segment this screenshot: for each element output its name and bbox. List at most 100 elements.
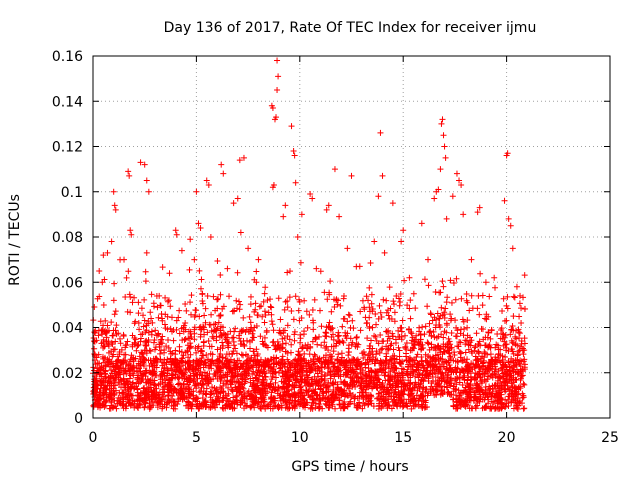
data-point xyxy=(245,367,252,374)
data-point xyxy=(295,307,302,314)
data-point xyxy=(136,397,143,404)
data-point xyxy=(504,371,511,378)
data-point xyxy=(510,293,517,300)
data-point xyxy=(356,399,363,406)
data-point xyxy=(429,364,436,371)
data-point xyxy=(408,405,415,412)
data-point xyxy=(438,120,445,127)
data-point xyxy=(360,354,367,361)
y-tick-label: 0.12 xyxy=(52,140,83,156)
data-point xyxy=(192,396,199,403)
data-point xyxy=(515,400,521,407)
data-point xyxy=(393,292,400,299)
data-point xyxy=(421,276,428,283)
data-point xyxy=(135,299,142,306)
data-point xyxy=(253,398,260,405)
data-point xyxy=(327,371,334,378)
data-point xyxy=(340,390,347,397)
data-point xyxy=(260,368,267,375)
data-point xyxy=(298,366,305,373)
data-point xyxy=(323,402,330,409)
data-point xyxy=(132,336,139,343)
data-point xyxy=(371,238,378,245)
data-point xyxy=(511,294,518,301)
data-point xyxy=(295,348,302,355)
data-point xyxy=(125,378,132,385)
data-point xyxy=(389,353,396,360)
data-point xyxy=(120,357,127,364)
data-point xyxy=(325,360,332,367)
data-point xyxy=(476,204,483,211)
data-point xyxy=(147,309,154,316)
data-point xyxy=(212,307,219,314)
data-point xyxy=(460,211,467,218)
data-point xyxy=(244,362,251,369)
data-point xyxy=(162,325,169,332)
data-point xyxy=(191,382,198,389)
data-point xyxy=(451,349,458,356)
data-point xyxy=(152,344,159,351)
data-point xyxy=(298,386,305,393)
data-point xyxy=(217,375,224,382)
data-point xyxy=(287,393,294,400)
data-point xyxy=(286,336,293,343)
data-point xyxy=(391,318,398,325)
data-point xyxy=(477,342,484,349)
data-point xyxy=(215,394,222,401)
data-point xyxy=(516,383,523,390)
data-point xyxy=(377,309,384,316)
data-point xyxy=(321,339,328,346)
data-point xyxy=(465,367,472,374)
data-point xyxy=(267,405,274,412)
data-point xyxy=(180,328,187,335)
data-point xyxy=(355,374,362,381)
data-point xyxy=(182,300,189,307)
data-point xyxy=(489,357,496,364)
data-point xyxy=(247,375,254,382)
data-point xyxy=(147,348,154,355)
data-point xyxy=(113,372,120,379)
data-point xyxy=(500,342,507,349)
data-point xyxy=(124,338,131,345)
data-point xyxy=(288,386,295,393)
data-point xyxy=(260,394,267,401)
data-point xyxy=(233,350,240,357)
data-point xyxy=(142,379,149,386)
data-point xyxy=(258,382,265,389)
data-point xyxy=(417,346,424,353)
data-point xyxy=(494,403,501,410)
x-axis-label: GPS time / hours xyxy=(291,459,408,475)
data-point xyxy=(94,398,101,405)
data-point xyxy=(243,370,250,377)
data-point xyxy=(509,387,516,394)
data-point xyxy=(163,375,170,382)
data-point xyxy=(337,302,344,309)
data-point xyxy=(321,289,328,296)
data-point xyxy=(423,386,430,393)
data-point xyxy=(209,333,216,340)
y-axis-label: ROTI / TECUs xyxy=(7,194,23,286)
data-point xyxy=(509,339,516,346)
data-point xyxy=(199,300,206,307)
data-point xyxy=(161,401,168,408)
data-point xyxy=(436,315,443,322)
data-point xyxy=(501,197,508,204)
data-point xyxy=(254,350,261,357)
data-point xyxy=(169,350,176,357)
data-point xyxy=(441,311,448,318)
data-point xyxy=(145,337,152,344)
data-point xyxy=(520,405,527,412)
data-point xyxy=(102,385,109,392)
data-point xyxy=(219,324,226,331)
data-point xyxy=(331,166,338,173)
data-point xyxy=(213,386,220,393)
data-point xyxy=(439,370,446,377)
data-point xyxy=(349,364,356,371)
data-point xyxy=(402,344,409,351)
data-point xyxy=(481,354,488,361)
data-point xyxy=(301,328,308,335)
data-point xyxy=(445,357,452,364)
data-point xyxy=(164,400,171,407)
data-point xyxy=(439,278,446,285)
